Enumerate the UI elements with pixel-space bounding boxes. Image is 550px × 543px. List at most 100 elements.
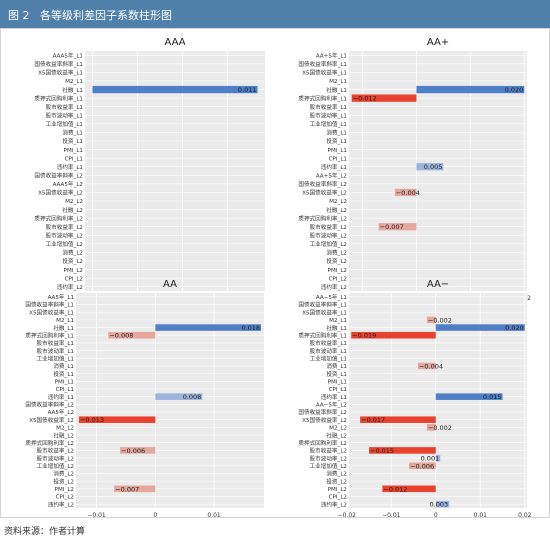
category-label: 国债收益率斜率_L2 — [25, 401, 74, 409]
bar — [426, 424, 436, 431]
category-label: 国债收益率斜率_L1 — [298, 301, 347, 309]
category-label: AA5年_L2 — [48, 408, 74, 416]
category-label: 违约率_L1 — [57, 163, 84, 171]
category-label: M2_L2 — [329, 426, 347, 432]
bar — [435, 393, 503, 400]
category-label: 社融_L1 — [53, 324, 74, 332]
category-label: 违约率_L2 — [321, 283, 347, 291]
category-label: PMI_L1 — [64, 148, 84, 154]
category-label: 国债收益率斜率_L1 — [34, 60, 83, 68]
category-label: 质押式回购利率_L2 — [34, 214, 83, 222]
category-label: 社融_L2 — [326, 431, 347, 439]
bar — [394, 188, 417, 197]
bar — [435, 454, 441, 462]
category-label: 国债收益率斜率_L2 — [34, 171, 83, 179]
category-label: AA−5年_L2 — [316, 401, 347, 409]
tick-label-x: 0.01 — [474, 512, 488, 517]
data-label: −0.017 — [361, 416, 385, 424]
bar — [369, 447, 436, 454]
category-label: 国债收益率斜率_L2 — [298, 180, 347, 188]
bar — [92, 85, 258, 94]
category-label: 投资_L1 — [62, 137, 83, 145]
category-label: CPI_L2 — [56, 495, 74, 501]
category-label: 国债收益率斜率_L1 — [298, 60, 347, 68]
data-label: −0.013 — [80, 416, 104, 424]
category-label: X5国债收益率_L2 — [38, 189, 83, 197]
category-label: PMI_L1 — [328, 380, 348, 386]
category-label: 股市收益率_L2 — [310, 223, 347, 231]
tick-label-x: 0 — [153, 512, 157, 517]
category-label: 股市收益率_L2 — [37, 447, 74, 455]
category-label: 违约率_L1 — [321, 393, 348, 401]
data-label: −0.004 — [419, 362, 443, 370]
category-label: 股市收益率_L1 — [310, 339, 348, 347]
category-label: 违约率_L2 — [48, 500, 74, 508]
category-label: 质押式回购利率_L2 — [25, 439, 74, 447]
category-label: AA+5年_L1 — [316, 51, 348, 59]
category-label: 股市收益率_L1 — [310, 103, 348, 111]
category-label: 国债收益率斜率_L2 — [298, 408, 347, 416]
category-label: 股市波动率_L2 — [37, 454, 74, 462]
category-label: 股市收益率_L2 — [310, 447, 347, 455]
category-label: 社融_L1 — [326, 86, 347, 94]
category-label: 消费_L2 — [53, 470, 74, 478]
bar — [378, 223, 417, 231]
bar — [435, 500, 450, 508]
category-label: CPI_L2 — [329, 276, 347, 282]
figure-frame: AAA 0.011 AAA5年_L1 国债收益率斜率_L1 X5国债收益率_L1 M2_L… — [0, 28, 550, 518]
category-label: AA5年_L1 — [48, 293, 75, 301]
data-label: 0.020 — [505, 86, 524, 94]
category-label: 消费_L2 — [326, 249, 347, 257]
category-label: 股市波动率_L2 — [46, 231, 83, 239]
category-label: 质押式回购利率_L1 — [34, 94, 83, 102]
category-label: 质押式回购利率_L1 — [298, 94, 347, 102]
data-label: 0.018 — [241, 324, 260, 332]
bar — [155, 324, 262, 331]
category-label: 消费_L1 — [326, 362, 347, 370]
category-label: 违约率_L2 — [321, 500, 347, 508]
category-label: PMI_L2 — [64, 268, 83, 274]
category-label: 工业增加值_L2 — [37, 462, 74, 470]
category-label: 工业增加值_L1 — [310, 120, 348, 128]
category-label: 社融_L1 — [62, 86, 83, 94]
category-label: 投资_L1 — [53, 370, 74, 378]
category-label: X5国债收益率_L2 — [29, 416, 74, 424]
tick-label-x: −0.01 — [87, 512, 106, 517]
category-label: CPI_L1 — [65, 156, 84, 162]
data-label: −0.015 — [370, 447, 394, 455]
category-label: 消费_L1 — [53, 362, 74, 370]
category-label: AA−5年_L1 — [316, 293, 348, 301]
source-note: 资料来源：作者计算 — [4, 527, 86, 537]
category-label: PMI_L2 — [55, 487, 74, 493]
category-label: 股市波动率_L1 — [46, 111, 84, 119]
category-label: M2_L1 — [56, 318, 74, 324]
category-label: 投资_L1 — [326, 370, 347, 378]
category-label: 股市波动率_L1 — [310, 111, 348, 119]
tick-label-x: −0.02 — [338, 512, 357, 517]
data-label: −0.002 — [428, 316, 452, 324]
category-label: 工业增加值_L1 — [37, 354, 75, 362]
category-label: PMI_L2 — [328, 268, 347, 274]
category-label: 违约率_L1 — [321, 163, 348, 171]
category-label: PMI_L2 — [328, 487, 347, 493]
data-label: −0.007 — [380, 223, 404, 231]
panel-title: AA− — [427, 279, 449, 290]
category-label: 质押式回购利率_L2 — [298, 439, 347, 447]
bar — [360, 416, 436, 423]
bar — [435, 324, 525, 331]
tick-label-x: 0.02 — [518, 512, 532, 517]
data-label: 0.005 — [424, 163, 443, 171]
bar — [416, 163, 444, 171]
category-label: X5国债收益率_L1 — [302, 308, 347, 316]
category-label: 投资_L2 — [326, 257, 347, 265]
category-label: 投资_L2 — [326, 477, 347, 485]
category-label: 违约率_L1 — [48, 393, 75, 401]
bar — [426, 316, 436, 324]
category-label: X5国债收益率_L1 — [302, 69, 347, 77]
panel-2: AA+0.020−0.0120.005−0.004−0.007AA+5年_L1国… — [298, 37, 531, 302]
category-label: 工业增加值_L1 — [310, 354, 348, 362]
category-label: 工业增加值_L1 — [46, 120, 84, 128]
category-label: CPI_L2 — [329, 495, 347, 501]
category-label: M2_L1 — [329, 79, 347, 85]
category-label: X5国债收益率_L1 — [29, 308, 74, 316]
